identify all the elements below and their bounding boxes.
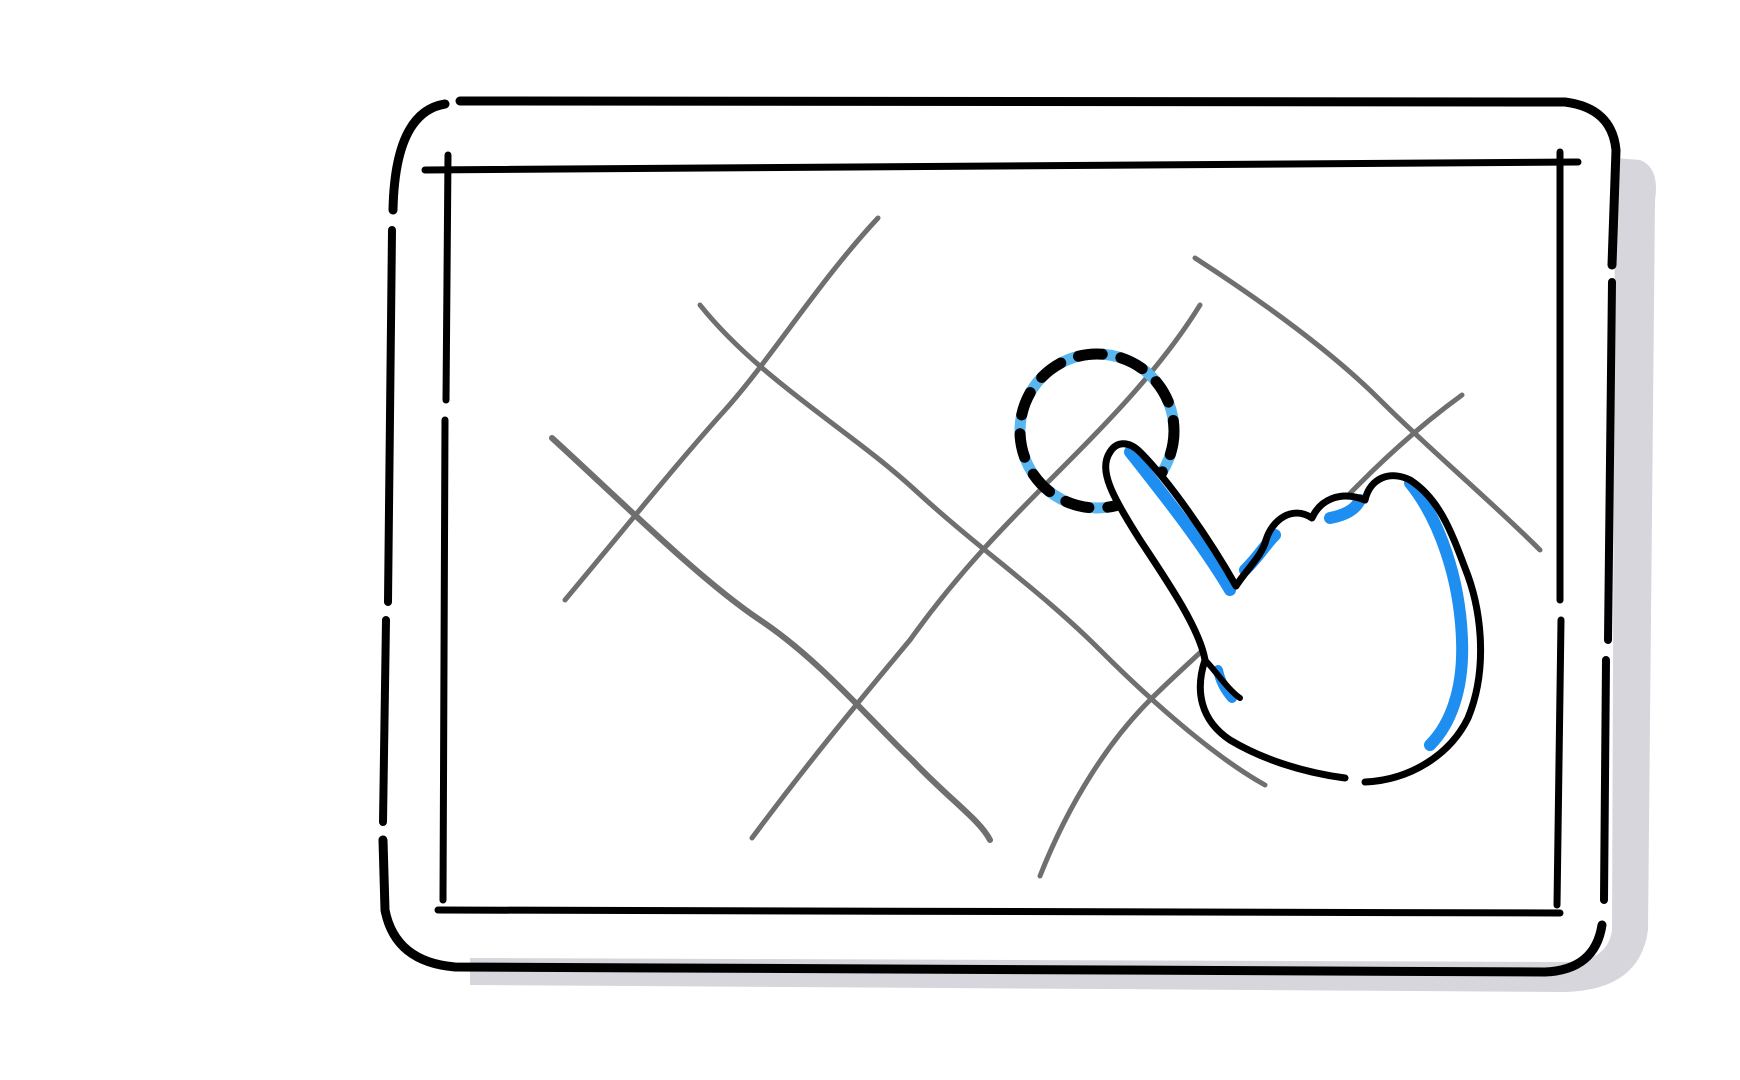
hand-pointer-icon: [1106, 443, 1483, 782]
tablet-shadow: [470, 158, 1656, 992]
